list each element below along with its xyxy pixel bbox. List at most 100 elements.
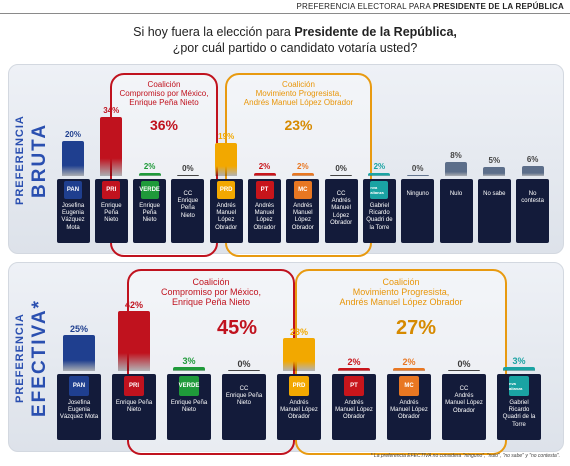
candidate-name-josefina-eugenia-vazquez-mota: Josefina Eugenia Vázquez Mota	[59, 400, 99, 421]
candidate-tile-enrique-pena-nieto-pri: PRI Enrique Peña Nieto	[94, 179, 128, 243]
bar-nulo	[445, 162, 467, 176]
candidate-tile-gabriel-ricardo-quadri-de-la-torre: nva alianza Gabriel Ricardo Quadri de la …	[497, 374, 541, 440]
coalition-pri-total: 45%	[216, 317, 258, 339]
candidate-tile-andres-manuel-lopez-obrador-pt: PT Andrés Manuel López Obrador	[332, 374, 376, 440]
candidate-tile-enrique-pena-nieto-verde: VERDE Enrique Peña Nieto	[133, 179, 167, 243]
bar-ninguno	[406, 175, 429, 176]
panel-bruta-label-big: BRUTA	[29, 122, 50, 198]
bar-andres-manuel-lopez-obrador-pt	[338, 368, 370, 371]
mc-logo-icon: MC	[293, 181, 312, 199]
candidate-tile-gabriel-ricardo-quadri-de-la-torre: nva alianza Gabriel Ricardo Quadri de la …	[362, 179, 396, 243]
candidate-tile-andres-manuel-lopez-obrador-pt: PT Andrés Manuel López Obrador	[248, 179, 281, 243]
value-label-ninguno: 0%	[411, 164, 424, 173]
prd-logo-icon: PRD	[217, 181, 236, 199]
panel-bruta-label: PREFERENCIA BRUTA	[11, 105, 51, 215]
verde-logo-icon: VERDE	[179, 376, 199, 396]
prd-logo-icon: PRD	[289, 376, 309, 396]
value-label-josefina-eugenia-vazquez-mota: 25%	[69, 324, 88, 334]
candidate-name-cc-andres-manuel-lopez-obrador: CC Andrés Manuel López Obrador	[330, 191, 353, 226]
value-label-no-contesta: 6%	[526, 154, 539, 164]
title-suffix: PRESIDENTE DE LA REPÚBLICA	[432, 2, 564, 11]
value-label-gabriel-ricardo-quadri-de-la-torre: 2%	[373, 161, 386, 171]
candidate-tile-cc-enrique-pena-nieto: CC Enrique Peña Nieto	[171, 179, 205, 243]
coalition-prd-title: Coalición Movimiento Progresista, Andrés…	[243, 80, 354, 107]
page-header: PREFERENCIA ELECTORAL PARA PRESIDENTE DE…	[0, 0, 570, 14]
bar-cc-enrique-pena-nieto	[228, 370, 260, 371]
candidate-name-ninguno: Ninguno	[406, 191, 429, 197]
pt-logo-icon: PT	[255, 181, 274, 199]
value-label-gabriel-ricardo-quadri-de-la-torre: 3%	[512, 355, 526, 366]
bar-gabriel-ricardo-quadri-de-la-torre	[503, 366, 535, 371]
value-label-enrique-pena-nieto-verde: 3%	[182, 355, 196, 366]
candidate-name-nulo: Nulo	[449, 191, 463, 197]
mc-logo-icon: MC	[399, 376, 419, 396]
pri-logo-icon: PRI	[102, 181, 121, 199]
value-label-josefina-eugenia-vazquez-mota: 20%	[64, 130, 81, 139]
value-label-cc-enrique-pena-nieto: 0%	[182, 164, 194, 173]
pan-logo-icon: PAN	[69, 376, 89, 396]
panel-efectiva-label-big: EFECTIVA*	[29, 299, 50, 417]
question-line1-bold: Presidente de la República,	[294, 25, 457, 39]
candidate-name-gabriel-ricardo-quadri-de-la-torre: Gabriel Ricardo Quadri de la Torre	[502, 400, 536, 428]
verde-logo-icon: VERDE	[139, 181, 160, 199]
header-rule	[0, 13, 570, 14]
value-label-nulo: 8%	[450, 151, 462, 160]
candidate-tile-josefina-eugenia-vazquez-mota: PAN Josefina Eugenia Vázquez Mota	[57, 374, 101, 440]
candidate-tile-andres-manuel-lopez-obrador-prd: PRD Andrés Manuel López Obrador	[277, 374, 321, 440]
candidate-tile-no-contesta: No contesta	[516, 179, 550, 243]
panel-efectiva-label: PREFERENCIA EFECTIVA*	[11, 293, 51, 423]
candidate-name-enrique-pena-nieto-verde: Enrique Peña Nieto	[170, 400, 208, 414]
candidate-name-andres-manuel-lopez-obrador-mc: Andrés Manuel López Obrador	[291, 203, 314, 231]
value-label-enrique-pena-nieto-verde: 2%	[143, 161, 156, 171]
value-label-cc-enrique-pena-nieto: 0%	[237, 359, 251, 369]
value-label-cc-andres-manuel-lopez-obrador: 0%	[335, 164, 347, 173]
coalition-pri-title: Coalición Compromiso por México, Enrique…	[119, 80, 209, 107]
bar-enrique-pena-nieto-verde	[173, 366, 205, 371]
title-prefix: PREFERENCIA ELECTORAL PARA	[296, 2, 431, 11]
candidate-name-andres-manuel-lopez-obrador-pt: Andrés Manuel López Obrador	[253, 203, 276, 231]
candidate-tile-enrique-pena-nieto-pri: PRI Enrique Peña Nieto	[112, 374, 156, 440]
candidate-tile-nulo: Nulo	[439, 179, 473, 243]
panel-bruta-label-small: PREFERENCIA	[14, 115, 26, 205]
bar-no-contesta	[521, 165, 544, 176]
value-label-enrique-pena-nieto-pri: 34%	[103, 105, 120, 115]
bar-andres-manuel-lopez-obrador-mc	[393, 368, 425, 371]
candidate-name-josefina-eugenia-vazquez-mota: Josefina Eugenia Vázquez Mota	[61, 203, 85, 231]
candidate-name-andres-manuel-lopez-obrador-prd: Andrés Manuel López Obrador	[280, 400, 318, 421]
bar-andres-manuel-lopez-obrador-prd	[283, 337, 315, 371]
value-label-andres-manuel-lopez-obrador-prd: 23%	[289, 326, 308, 337]
bar-enrique-pena-nieto-verde	[138, 172, 161, 176]
bar-cc-andres-manuel-lopez-obrador	[448, 370, 480, 371]
bar-enrique-pena-nieto-pri	[100, 116, 123, 176]
candidate-name-andres-manuel-lopez-obrador-mc: Andrés Manuel López Obrador	[390, 400, 428, 421]
coalition-prd-total: 23%	[284, 117, 313, 133]
question-line1-pre: Si hoy fuera la elección para	[133, 25, 291, 39]
bar-no-sabe	[483, 167, 506, 176]
footnote: * La preferencia EFECTIVA no considera "…	[370, 453, 560, 459]
candidate-name-gabriel-ricardo-quadri-de-la-torre: Gabriel Ricardo Quadri de la Torre	[366, 203, 393, 231]
candidate-tile-cc-andres-manuel-lopez-obrador: CC Andrés Manuel López Obrador	[324, 179, 358, 243]
candidate-tile-andres-manuel-lopez-obrador-prd: PRD Andrés Manuel López Obrador	[209, 179, 243, 243]
nva-alianza-logo-icon: nva alianza	[509, 376, 529, 396]
bar-gabriel-ricardo-quadri-de-la-torre	[368, 172, 391, 176]
value-label-andres-manuel-lopez-obrador-pt: 2%	[258, 161, 271, 171]
value-label-andres-manuel-lopez-obrador-pt: 2%	[347, 357, 361, 368]
survey-question: Si hoy fuera la elección para Presidente…	[110, 24, 480, 56]
nva-alianza-logo-icon: nva alianza	[370, 181, 389, 199]
panel-preferencia-efectiva: PREFERENCIA EFECTIVA* Coalición Compromi…	[8, 262, 564, 455]
bar-andres-manuel-lopez-obrador-mc	[291, 172, 314, 176]
value-label-no-sabe: 5%	[488, 156, 501, 166]
candidate-name-enrique-pena-nieto-verde: Enrique Peña Nieto	[139, 203, 160, 224]
bar-andres-manuel-lopez-obrador-pt	[253, 172, 276, 176]
candidate-tile-andres-manuel-lopez-obrador-mc: MC Andrés Manuel López Obrador	[387, 374, 431, 440]
candidate-name-enrique-pena-nieto-pri: Enrique Peña Nieto	[100, 203, 122, 224]
bar-cc-enrique-pena-nieto	[176, 175, 199, 176]
candidate-name-andres-manuel-lopez-obrador-prd: Andrés Manuel López Obrador	[215, 203, 238, 231]
candidate-tile-enrique-pena-nieto-verde: VERDE Enrique Peña Nieto	[167, 374, 211, 440]
candidate-tile-no-sabe: No sabe	[477, 179, 511, 243]
value-label-enrique-pena-nieto-pri: 42%	[124, 299, 143, 310]
value-label-cc-andres-manuel-lopez-obrador: 0%	[457, 359, 471, 369]
pan-logo-icon: PAN	[64, 181, 82, 199]
candidate-tile-josefina-eugenia-vazquez-mota: PAN Josefina Eugenia Vázquez Mota	[56, 179, 90, 243]
candidate-name-no-contesta: No contesta	[521, 191, 544, 205]
